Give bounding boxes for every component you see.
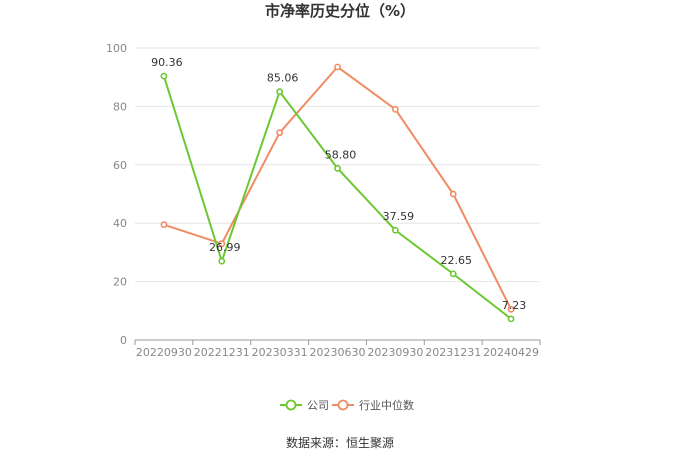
data-labels: 90.36 26.99 85.06 58.80 37.59 22.65 7.23 — [151, 56, 526, 312]
series-point-行业中位数-20230331 — [276, 129, 284, 137]
data-label-20231231: 22.65 — [440, 254, 472, 267]
series-point-公司-20221231 — [218, 257, 226, 265]
series-point-行业中位数-20221231 — [218, 240, 226, 248]
legend: 公司 行业中位数 — [280, 398, 414, 412]
legend-swatch-marker — [285, 399, 297, 411]
series-point-公司-20230630 — [334, 164, 341, 172]
series-layer — [160, 63, 515, 323]
y-tick-label-0: 0 — [120, 334, 127, 347]
data-label-20220930: 90.36 — [151, 56, 183, 69]
series-point-行业中位数-20230930 — [391, 105, 399, 113]
series-point-行业中位数-20231231 — [449, 190, 457, 198]
legend-item-行业中位数: 行业中位数 — [332, 398, 414, 412]
x-tick-label-20240429: 20240429 — [483, 346, 539, 359]
y-tick-label-20: 20 — [113, 276, 127, 289]
legend-swatch-marker — [337, 399, 349, 411]
x-tick-label-20221231: 20221231 — [194, 346, 250, 359]
grid — [135, 47, 540, 283]
x-tick-label-20220930: 20220930 — [136, 346, 192, 359]
series-point-公司-20230331 — [276, 88, 284, 96]
series-point-公司-20231231 — [449, 270, 457, 278]
legend-label: 公司 — [307, 399, 329, 412]
y-tick-label-40: 40 — [113, 217, 127, 230]
legend-item-公司: 公司 — [280, 399, 329, 412]
y-tick-label-80: 80 — [113, 100, 127, 113]
chart-title: 市净率历史分位（%） — [265, 2, 415, 20]
x-tick-label-20231231: 20231231 — [425, 346, 481, 359]
series-point-行业中位数-20220930 — [160, 221, 168, 229]
series-point-公司-20230930 — [391, 226, 399, 234]
x-tick-label-20230930: 20230930 — [367, 346, 423, 359]
series-line-行业中位数 — [163, 65, 512, 310]
series-point-公司-20220930 — [160, 72, 168, 80]
data-label-20221231: 26.99 — [209, 241, 241, 254]
data-label-20240429: 7.23 — [502, 299, 527, 312]
data-label-20230930: 37.59 — [383, 210, 415, 223]
source-note: 数据来源：恒生聚源 — [286, 435, 394, 450]
y-tick-label-60: 60 — [113, 159, 127, 172]
legend-label: 行业中位数 — [359, 398, 414, 412]
series-point-公司-20240429 — [507, 315, 515, 323]
x-tick-label-20230630: 20230630 — [310, 346, 366, 359]
series-point-行业中位数-20240429 — [507, 305, 515, 313]
x-tick-label-20230331: 20230331 — [252, 346, 308, 359]
data-label-20230630: 58.80 — [325, 148, 357, 161]
y-tick-label-100: 100 — [106, 42, 127, 55]
series-line-公司 — [162, 75, 512, 320]
data-label-20230331: 85.06 — [267, 72, 299, 85]
series-point-行业中位数-20230630 — [334, 63, 341, 71]
